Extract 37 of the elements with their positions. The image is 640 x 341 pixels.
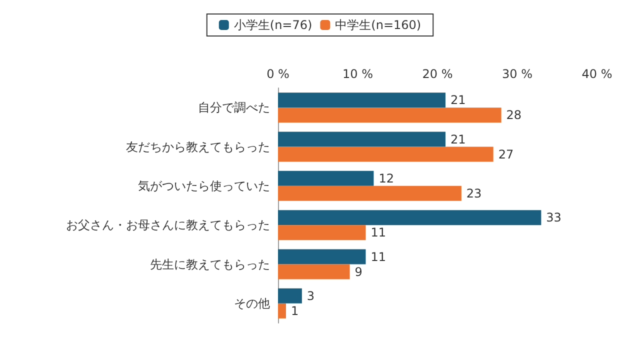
data-label: 21 [450, 93, 466, 108]
data-label: 11 [370, 226, 386, 240]
y-tick-label: 気がついたら使っていた [138, 178, 270, 193]
bar [278, 210, 542, 226]
bar [278, 264, 350, 280]
data-label: 3 [306, 288, 315, 303]
y-tick-label: お父さん・お母さんに教えてもらった [66, 218, 270, 232]
data-label: 28 [506, 108, 522, 122]
bar [278, 225, 366, 240]
data-label: 12 [378, 171, 394, 186]
data-label: 27 [498, 147, 514, 162]
bar [278, 303, 286, 318]
x-tick-label: 30 % [502, 67, 532, 81]
y-tick-label: その他 [234, 296, 270, 310]
legend-label: 小学生(n=76) [234, 18, 312, 32]
x-tick-label: 20 % [422, 67, 453, 81]
legend-label: 中学生(n=160) [335, 18, 422, 32]
bar [278, 186, 462, 201]
data-label: 33 [546, 210, 562, 225]
bar [278, 249, 366, 264]
bar [278, 92, 446, 108]
data-label: 9 [354, 264, 362, 279]
bar [278, 170, 374, 186]
y-tick-label: 友だちから教えてもらった [126, 140, 270, 154]
bar [278, 146, 494, 162]
data-label: 1 [290, 304, 299, 318]
y-tick-label: 自分で調べた [198, 100, 270, 115]
x-tick-label: 0 % [266, 67, 290, 81]
data-label: 11 [370, 250, 386, 264]
x-tick-label: 40 % [582, 67, 612, 81]
x-tick-label: 10 % [342, 67, 373, 81]
y-tick-label: 先生に教えてもらった [150, 257, 270, 272]
data-label: 23 [466, 186, 482, 200]
data-label: 21 [450, 132, 466, 146]
bar [278, 108, 502, 123]
bar [278, 132, 446, 147]
bar [278, 288, 302, 304]
